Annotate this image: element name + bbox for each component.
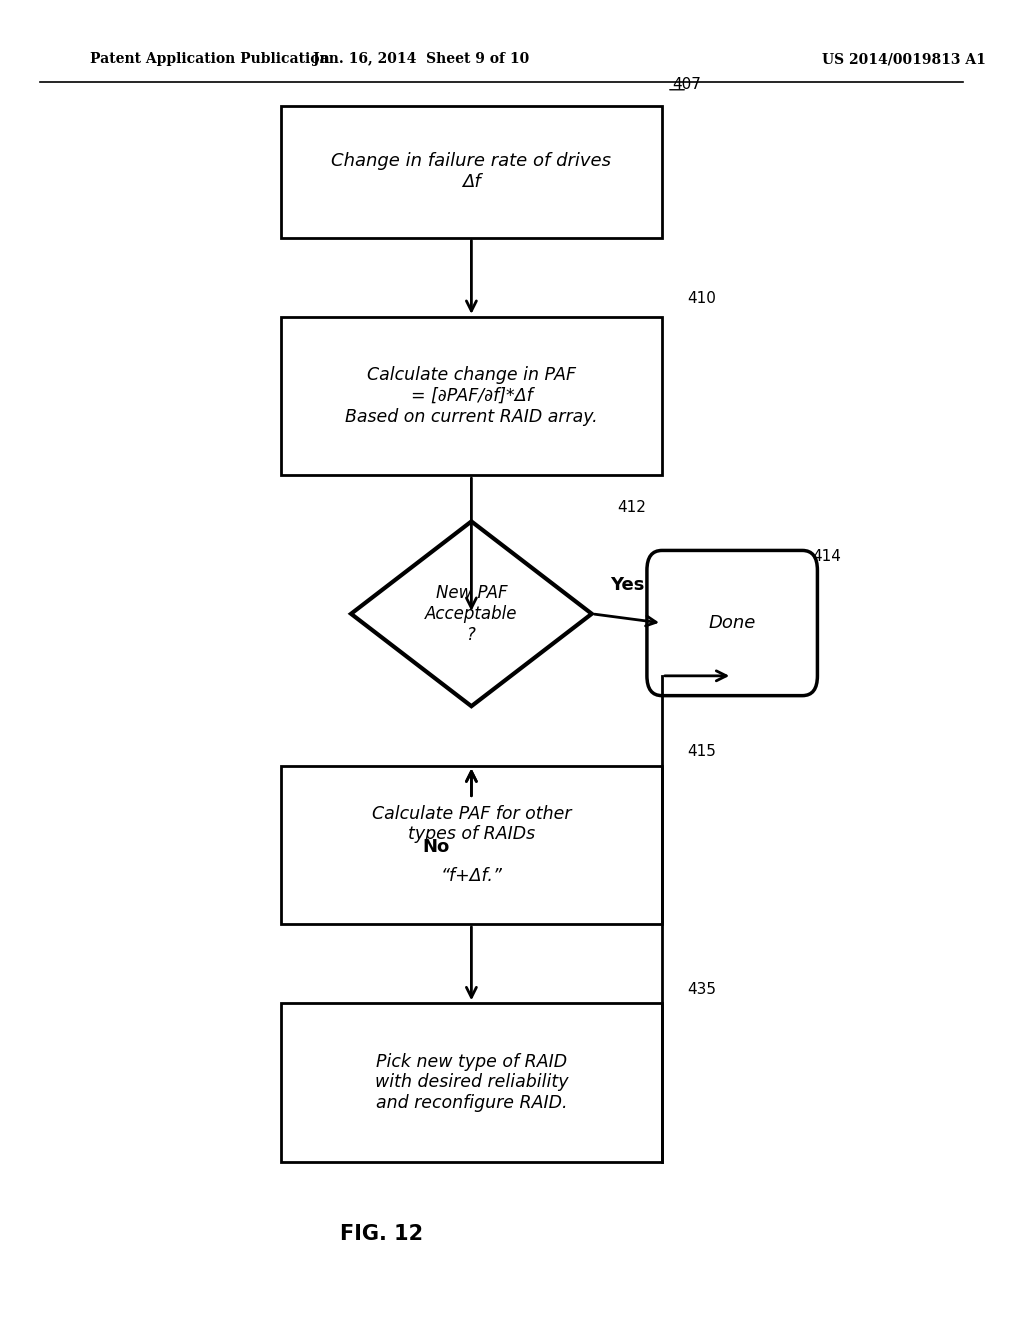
- Text: 415: 415: [687, 744, 716, 759]
- Polygon shape: [351, 521, 592, 706]
- Text: Done: Done: [709, 614, 756, 632]
- Text: Patent Application Publication: Patent Application Publication: [90, 53, 330, 66]
- Text: 407: 407: [672, 78, 700, 92]
- Bar: [281, 317, 662, 475]
- Text: 412: 412: [616, 500, 646, 515]
- Text: Change in failure rate of drives
Δf: Change in failure rate of drives Δf: [332, 152, 611, 191]
- Bar: [281, 106, 662, 238]
- Bar: [281, 766, 662, 924]
- Text: Calculate PAF for other
types of RAIDs

“f+Δf.”: Calculate PAF for other types of RAIDs “…: [372, 805, 571, 884]
- Text: US 2014/0019813 A1: US 2014/0019813 A1: [822, 53, 986, 66]
- Text: 410: 410: [687, 292, 716, 306]
- Bar: [281, 1003, 662, 1162]
- Text: 435: 435: [687, 982, 716, 997]
- Text: Pick new type of RAID
with desired reliability
and reconfigure RAID.: Pick new type of RAID with desired relia…: [375, 1052, 568, 1113]
- Text: FIG. 12: FIG. 12: [340, 1224, 423, 1245]
- Text: New PAF
Acceptable
?: New PAF Acceptable ?: [425, 583, 518, 644]
- Text: No: No: [423, 838, 450, 857]
- Text: Calculate change in PAF
= [∂PAF/∂f]*Δf
Based on current RAID array.: Calculate change in PAF = [∂PAF/∂f]*Δf B…: [345, 366, 598, 426]
- Text: 414: 414: [812, 549, 842, 564]
- FancyBboxPatch shape: [647, 550, 817, 696]
- Text: Yes: Yes: [609, 576, 644, 594]
- Text: Jan. 16, 2014  Sheet 9 of 10: Jan. 16, 2014 Sheet 9 of 10: [313, 53, 529, 66]
